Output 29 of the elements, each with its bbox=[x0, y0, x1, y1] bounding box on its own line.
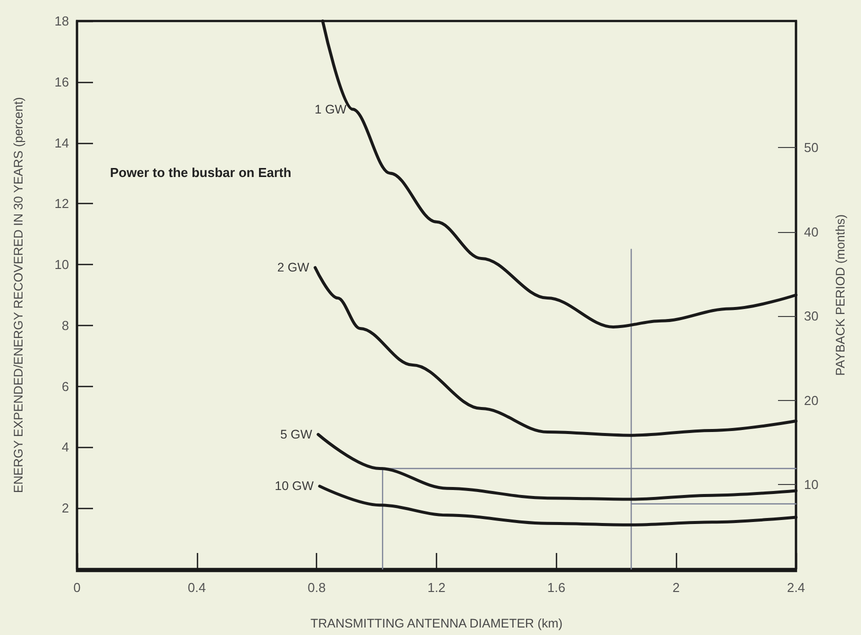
x-axis-title: TRANSMITTING ANTENNA DIAMETER (km) bbox=[310, 616, 563, 630]
y2-tick-label: 30 bbox=[804, 308, 818, 324]
y2-tick-label: 40 bbox=[804, 224, 818, 240]
y-tick-label: 10 bbox=[54, 257, 69, 272]
y2-tick-label: 10 bbox=[804, 477, 818, 492]
x-tick-label: 0.4 bbox=[188, 580, 206, 595]
y-tick-label: 18 bbox=[54, 14, 69, 28]
y2-tick-label: 20 bbox=[804, 392, 818, 408]
x-tick-label: 1.6 bbox=[547, 580, 566, 595]
x-tick-label: 0 bbox=[73, 580, 81, 595]
series-label: 5 GW bbox=[280, 427, 312, 442]
y-tick-label: 8 bbox=[62, 318, 69, 333]
annotation: Power to the busbar on Earth bbox=[110, 165, 292, 180]
y-tick-label: 14 bbox=[54, 135, 69, 150]
x-tick-label: 0.8 bbox=[308, 580, 326, 595]
y2-tick-label: 50 bbox=[804, 140, 818, 155]
y2-axis-title: PAYBACK PERIOD (months) bbox=[834, 214, 848, 376]
y-tick-label: 16 bbox=[54, 74, 69, 90]
x-tick-label: 2 bbox=[672, 580, 680, 595]
x-tick-label: 1.2 bbox=[427, 580, 446, 595]
y-tick-label: 4 bbox=[62, 440, 69, 455]
y-tick-label: 2 bbox=[62, 500, 69, 516]
series-label: 2 GW bbox=[277, 260, 310, 275]
series-label: 10 GW bbox=[274, 479, 314, 494]
y-tick-label: 6 bbox=[62, 378, 69, 394]
x-tick-label: 2.4 bbox=[786, 580, 806, 595]
y-axis-title: ENERGY EXPENDED/ENERGY RECOVERED IN 30 YEARS (percent) bbox=[12, 97, 26, 493]
y-tick-label: 12 bbox=[54, 196, 69, 212]
series-label: 1 GW bbox=[314, 102, 347, 116]
